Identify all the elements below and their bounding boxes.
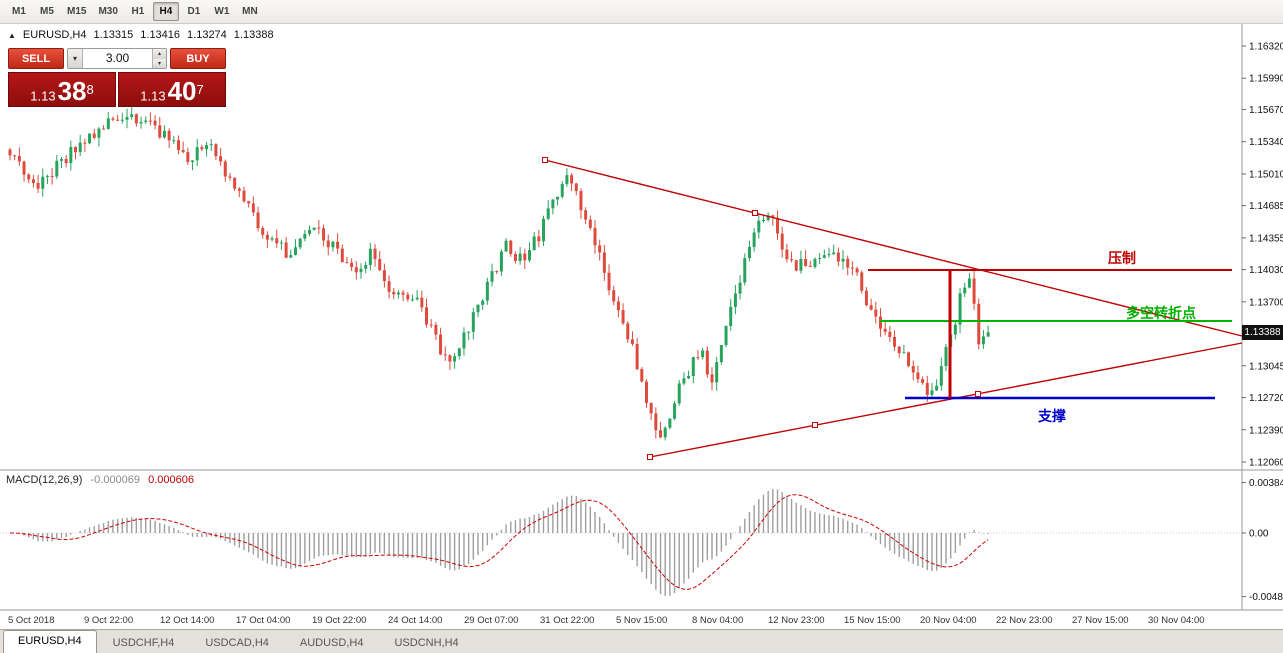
buy-button[interactable]: BUY — [170, 48, 226, 69]
price-tick-label: 1.15010 — [1249, 169, 1283, 180]
price-tick-label: 1.14355 — [1249, 233, 1283, 244]
macd-tick-label: 0.00 — [1249, 529, 1269, 540]
price-tick-label: 1.13700 — [1249, 297, 1283, 308]
time-axis-label: 29 Oct 07:00 — [464, 615, 518, 626]
chart-axes: 1.16320 1.15990 1.15670 1.15340 1.15010 1.146… — [0, 24, 1283, 626]
buy-price-big: 40 — [167, 76, 197, 107]
period-button-M5[interactable]: M5 — [34, 2, 60, 21]
time-axis-label: 27 Nov 15:00 — [1072, 615, 1129, 626]
time-axis-label: 12 Oct 14:00 — [160, 615, 214, 626]
period-button-M30[interactable]: M30 — [93, 2, 122, 21]
spin-up-icon[interactable]: ▴ — [153, 49, 166, 59]
price-tick-label: 1.16320 — [1249, 42, 1283, 53]
chart-tab-USDCADH4[interactable]: USDCAD,H4 — [205, 637, 269, 649]
chart-ohlc-header: ▲ EURUSD,H4 1.13315 1.13416 1.13274 1.13… — [8, 29, 274, 41]
sell-price-sup: 8 — [86, 82, 94, 97]
price-tick-label: 1.15340 — [1249, 137, 1283, 148]
price-tick-label: 1.12060 — [1249, 457, 1283, 468]
chart-tab-AUDUSDH4[interactable]: AUDUSD,H4 — [299, 637, 364, 649]
period-button-MN[interactable]: MN — [237, 2, 263, 21]
volume-stepper[interactable]: ▾ 3.00 ▴ ▾ — [67, 48, 167, 69]
time-axis-label: 5 Oct 2018 — [8, 615, 54, 626]
one-click-trading-panel: SELL ▾ 3.00 ▴ ▾ BUY 1.13388 1.13407 — [8, 48, 226, 107]
sell-price-box[interactable]: 1.13388 — [8, 72, 116, 107]
trendline-handle[interactable] — [647, 454, 653, 460]
period-button-W1[interactable]: W1 — [209, 2, 235, 21]
spin-down-icon[interactable]: ▾ — [153, 58, 166, 68]
one-click-panel-toggle-icon[interactable]: ▲ — [8, 30, 16, 40]
time-axis-label: 5 Nov 15:00 — [616, 615, 667, 626]
time-axis-label: 12 Nov 23:00 — [768, 615, 825, 626]
period-button-M15[interactable]: M15 — [62, 2, 91, 21]
period-button-H4[interactable]: H4 — [152, 2, 179, 21]
chart-symbol-period: EURUSD,H4 — [22, 29, 87, 41]
trendline-descending[interactable] — [544, 159, 1243, 337]
ohlc-open: 1.13315 — [93, 29, 134, 41]
macd-indicator-label: MACD(12,26,9) -0.000069 0.000606 — [6, 474, 194, 486]
price-tick-label: 1.15670 — [1249, 105, 1283, 116]
time-axis-label: 15 Nov 15:00 — [844, 615, 901, 626]
trendline-handle[interactable] — [752, 210, 758, 216]
price-tick-label: 1.14685 — [1249, 201, 1283, 212]
timeframe-toolbar: M1 M5 M15 M30 H1 H4 D1 W1 MN — [0, 0, 1283, 24]
chart-tab-EURUSDH4[interactable]: EURUSD,H4 — [3, 630, 97, 653]
macd-histogram — [0, 488, 1242, 596]
time-axis-label: 17 Oct 04:00 — [236, 615, 290, 626]
resistance-label[interactable]: 压制 — [1108, 250, 1136, 266]
time-axis-label: 20 Nov 04:00 — [920, 615, 977, 626]
period-button-H1[interactable]: H1 — [125, 2, 151, 21]
time-axis-label: 19 Oct 22:00 — [312, 615, 366, 626]
price-tick-label: 1.15990 — [1249, 74, 1283, 85]
time-axis-label: 31 Oct 22:00 — [540, 615, 594, 626]
chart-tabs-bar: EURUSD,H4 USDCHF,H4 USDCAD,H4 AUDUSD,H4 USDC… — [0, 629, 1283, 653]
sell-price-prefix: 1.13 — [30, 88, 56, 104]
period-button-D1[interactable]: D1 — [181, 2, 207, 21]
price-tick-label: 1.13045 — [1249, 361, 1283, 372]
buy-price-prefix: 1.13 — [140, 88, 166, 104]
ohlc-close: 1.13388 — [233, 29, 274, 41]
ohlc-high: 1.13416 — [140, 29, 181, 41]
chart-tab-USDCNHH4[interactable]: USDCNH,H4 — [394, 637, 459, 649]
time-axis-label: 24 Oct 14:00 — [388, 615, 442, 626]
sell-button[interactable]: SELL — [8, 48, 64, 69]
trendline-handle[interactable] — [975, 391, 981, 397]
trendline-handle[interactable] — [812, 422, 818, 428]
macd-main-value: -0.000069 — [90, 474, 141, 486]
trendline-ascending[interactable] — [649, 342, 1243, 458]
current-price-badge: 1.13388 — [1242, 325, 1283, 340]
volume-dropdown-arrow-icon[interactable]: ▾ — [68, 49, 83, 68]
sell-price-big: 38 — [57, 76, 87, 107]
period-button-M1[interactable]: M1 — [6, 2, 32, 21]
chart-tab-USDCHFH4[interactable]: USDCHF,H4 — [112, 637, 175, 649]
price-chart-canvas: 1.16320 1.15990 1.15670 1.15340 1.15010 1.146… — [0, 24, 1283, 626]
volume-spin-buttons[interactable]: ▴ ▾ — [152, 49, 166, 68]
support-label[interactable]: 支撑 — [1038, 408, 1066, 424]
macd-tick-label: 0.003847 — [1249, 478, 1283, 489]
macd-signal-line — [9, 494, 989, 590]
time-axis-label: 22 Nov 23:00 — [996, 615, 1053, 626]
price-tick-label: 1.12390 — [1249, 425, 1283, 436]
volume-value[interactable]: 3.00 — [105, 51, 130, 65]
price-tick-label: 1.12720 — [1249, 393, 1283, 404]
macd-signal-value: 0.000606 — [148, 474, 194, 486]
price-tick-label: 1.14030 — [1249, 265, 1283, 276]
macd-name: MACD(12,26,9) — [6, 474, 83, 486]
buy-price-sup: 7 — [196, 82, 204, 97]
time-axis-label: 8 Nov 04:00 — [692, 615, 743, 626]
pivot-label[interactable]: 多空转折点 — [1126, 305, 1196, 321]
trendline-handle[interactable] — [542, 157, 548, 163]
buy-price-box[interactable]: 1.13407 — [118, 72, 226, 107]
time-axis-label: 9 Oct 22:00 — [84, 615, 133, 626]
candlesticks-layer — [8, 107, 990, 441]
ohlc-low: 1.13274 — [187, 29, 227, 41]
chart-window: 1.16320 1.15990 1.15670 1.15340 1.15010 1.146… — [0, 24, 1283, 629]
time-axis-label: 30 Nov 04:00 — [1148, 615, 1205, 626]
